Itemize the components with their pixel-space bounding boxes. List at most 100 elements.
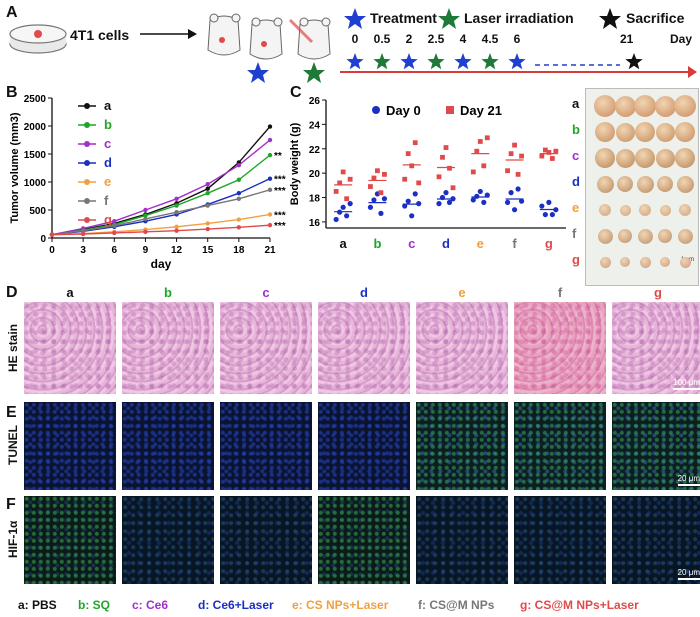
data-point-b xyxy=(267,152,273,158)
data-point-day21 xyxy=(333,189,339,194)
data-point-day21 xyxy=(382,171,387,177)
legend-group-g: g: CS@M NPs+Laser xyxy=(520,598,639,612)
y-tick-label: 0 xyxy=(40,234,46,245)
data-point-day21 xyxy=(477,139,483,144)
he-micrograph-b xyxy=(122,302,214,394)
data-point-day0 xyxy=(344,213,350,219)
tumor-sample xyxy=(620,257,630,267)
data-point-g xyxy=(236,225,242,230)
panel-a-schematic xyxy=(9,8,697,83)
data-point-d xyxy=(236,191,242,196)
data-point-f xyxy=(267,187,273,193)
x-tick-label: 21 xyxy=(264,245,276,256)
tumor-sample xyxy=(679,204,691,216)
sacrifice-legend-star-icon xyxy=(599,8,621,29)
data-point-day21 xyxy=(340,169,346,175)
legend-treatment: Treatment xyxy=(370,10,437,26)
data-point-f xyxy=(174,210,179,215)
timeline-day-label: 2.5 xyxy=(427,32,445,46)
tunel-micrograph-d xyxy=(318,402,410,490)
scale-bar: 100 μm xyxy=(673,378,700,390)
tumor-sample xyxy=(674,95,696,117)
arrow-icon xyxy=(140,29,197,39)
y-tick-label: 22 xyxy=(309,145,321,156)
data-point-day0 xyxy=(477,188,483,195)
significance-label: *** xyxy=(274,221,286,232)
legend-label-b: b xyxy=(104,117,112,132)
data-point-day0 xyxy=(443,190,449,196)
tumor-sample xyxy=(676,175,694,193)
tumor-sample xyxy=(675,122,695,142)
laser-star-icon xyxy=(427,53,445,70)
tunel-micrograph-b xyxy=(122,402,214,490)
scale-bar-line xyxy=(677,484,700,486)
column-label-d: d xyxy=(360,285,368,300)
tumor-sample xyxy=(595,122,615,142)
data-point-d xyxy=(267,176,273,181)
panel-label-e: E xyxy=(6,404,17,421)
data-point-day0 xyxy=(518,198,525,204)
tumor-sample xyxy=(675,148,695,168)
x-tick-label: 12 xyxy=(171,245,183,256)
panel-label-f: F xyxy=(6,496,16,513)
y-tick-label: 2000 xyxy=(24,122,47,133)
tumor-sample xyxy=(615,122,635,142)
body-weight-chart: 16 18 20 22 24 26 Body weight (g) a b c d e f g Day 0 D… xyxy=(289,96,566,251)
data-point-day0 xyxy=(484,192,490,198)
data-point-day21 xyxy=(347,176,353,182)
data-point-day21 xyxy=(378,190,384,196)
timeline-day-label: 0 xyxy=(351,32,359,46)
significance-label: ** xyxy=(274,151,282,162)
data-point-day0 xyxy=(405,198,411,204)
legend-marker-a xyxy=(84,103,90,109)
y-axis-label: Body weight (g) xyxy=(289,122,301,205)
legend-marker-g xyxy=(84,217,90,223)
data-point-day0 xyxy=(409,213,415,219)
he-micrograph-c xyxy=(220,302,312,394)
data-point-day0 xyxy=(439,194,446,201)
legend-group-c: c: Ce6 xyxy=(132,598,169,612)
y-tick-label: 18 xyxy=(309,194,321,205)
y-tick-label: 26 xyxy=(309,96,321,107)
column-label-b: b xyxy=(164,285,172,300)
data-point-a xyxy=(205,186,210,191)
tumor-sample xyxy=(660,257,670,267)
column-label-e: e xyxy=(458,285,466,300)
legend-label-f: f xyxy=(104,193,109,208)
legend-group-f: f: CS@M NPs xyxy=(418,598,495,612)
data-point-day21 xyxy=(436,174,442,180)
tumor-sample xyxy=(677,228,693,244)
scale-bar-label: 20 μm xyxy=(677,568,700,577)
legend-group-a: a: PBS xyxy=(18,598,57,612)
x-tick-label: 3 xyxy=(80,245,86,256)
timeline-day-label: 6 xyxy=(513,32,521,46)
tumor-sample xyxy=(614,95,636,117)
scale-bar-line xyxy=(677,578,700,580)
panel-label-c: C xyxy=(290,84,302,101)
y-tick-label: 1500 xyxy=(24,150,47,161)
mouse-laser-icon xyxy=(288,17,331,60)
photo-row-label: e xyxy=(572,200,580,215)
legend-label-a: a xyxy=(104,98,112,113)
hif-micrograph-c xyxy=(220,496,312,584)
data-point-day0 xyxy=(539,203,545,209)
scale-bar-label: 100 μm xyxy=(673,378,700,387)
panel-label-d: D xyxy=(6,284,18,301)
sacrifice-day: 21 xyxy=(620,32,634,46)
legend-marker-d xyxy=(84,160,90,166)
data-point-g xyxy=(205,226,210,232)
data-point-day0 xyxy=(371,197,377,203)
tunel-micrograph-g: 20 μm xyxy=(612,402,700,490)
sacrifice-star-icon xyxy=(625,53,643,70)
data-point-c xyxy=(267,137,273,143)
timeline-day-label: 2 xyxy=(405,32,413,46)
legend-label-day0: Day 0 xyxy=(386,103,421,118)
series-line-c xyxy=(51,139,271,236)
tumor-sample xyxy=(595,148,615,168)
data-point-day0 xyxy=(446,199,453,205)
legend-marker-day0 xyxy=(372,106,380,114)
tumor-sample xyxy=(618,229,632,243)
tumor-sample xyxy=(635,122,655,142)
timeline-day-label: 0.5 xyxy=(373,32,391,46)
x-category-label: f xyxy=(512,236,517,251)
